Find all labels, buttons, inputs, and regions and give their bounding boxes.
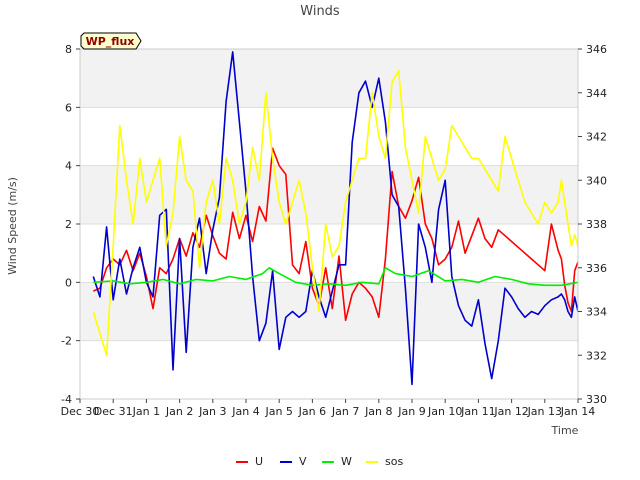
y-tick-label: 0 xyxy=(65,276,72,289)
wp-flux-badge: WP_flux xyxy=(80,32,142,50)
y2-tick-label: 334 xyxy=(586,306,607,319)
series-line-u xyxy=(92,147,579,322)
x-axis-title: Time xyxy=(551,424,579,437)
badge-label: WP_flux xyxy=(86,35,135,48)
x-tick-label: Jan 13 xyxy=(527,405,562,418)
x-tick-label: Dec 31 xyxy=(94,405,133,418)
y2-tick-label: 338 xyxy=(586,218,607,231)
plot-band xyxy=(80,107,578,166)
x-tick-label: Jan 6 xyxy=(298,405,326,418)
y-tick-label: 8 xyxy=(65,43,72,56)
legend-label-u: U xyxy=(255,455,263,468)
x-tick-label: Jan 2 xyxy=(165,405,193,418)
y-axis-title: Wind Speed (m/s) xyxy=(6,177,19,275)
badge-shape xyxy=(80,32,142,50)
y-tick-label: 2 xyxy=(65,218,72,231)
y-tick-label: -2 xyxy=(61,335,72,348)
series-line-w xyxy=(93,266,579,287)
x-tick-label: Jan 7 xyxy=(331,405,359,418)
plot-band xyxy=(80,224,578,283)
legend-label-v: V xyxy=(299,455,307,468)
y2-tick-label: 336 xyxy=(586,262,607,275)
x-tick-label: Jan 5 xyxy=(264,405,292,418)
series-layer xyxy=(92,51,579,386)
y-tick-label: 4 xyxy=(65,160,72,173)
plot-band xyxy=(80,340,578,399)
x-tick-label: Jan 4 xyxy=(231,405,259,418)
y-axis-right: 330 332 334 336 338 340 342 344 346 xyxy=(578,43,607,406)
x-tick-label: Dec 30 xyxy=(61,405,100,418)
plot-band xyxy=(80,49,578,108)
x-tick-label: Jan 9 xyxy=(397,405,425,418)
series-line-sos xyxy=(92,70,579,357)
chart-title: Winds xyxy=(300,4,340,19)
y2-tick-label: 340 xyxy=(586,174,607,187)
x-tick-label: Jan 14 xyxy=(560,405,595,418)
y-axis-left: -4 -2 0 2 4 6 8 xyxy=(61,43,80,406)
x-tick-label: Jan 8 xyxy=(364,405,392,418)
y-tick-label: -4 xyxy=(61,393,72,406)
legend-label-w: W xyxy=(341,455,352,468)
x-tick-label: Jan 11 xyxy=(460,405,495,418)
x-tick-label: Jan 3 xyxy=(198,405,226,418)
y2-tick-label: 332 xyxy=(586,349,607,362)
y2-tick-label: 330 xyxy=(586,393,607,406)
x-tick-label: Jan 10 xyxy=(427,405,462,418)
y2-tick-label: 346 xyxy=(586,43,607,56)
x-tick-label: Jan 12 xyxy=(493,405,528,418)
y-tick-label: 6 xyxy=(65,101,72,114)
y2-tick-label: 344 xyxy=(586,87,607,100)
x-tick-label: Jan 1 xyxy=(132,405,160,418)
legend-label-sos: sos xyxy=(385,455,403,468)
y2-tick-label: 342 xyxy=(586,131,607,144)
series-line-v xyxy=(92,51,579,386)
